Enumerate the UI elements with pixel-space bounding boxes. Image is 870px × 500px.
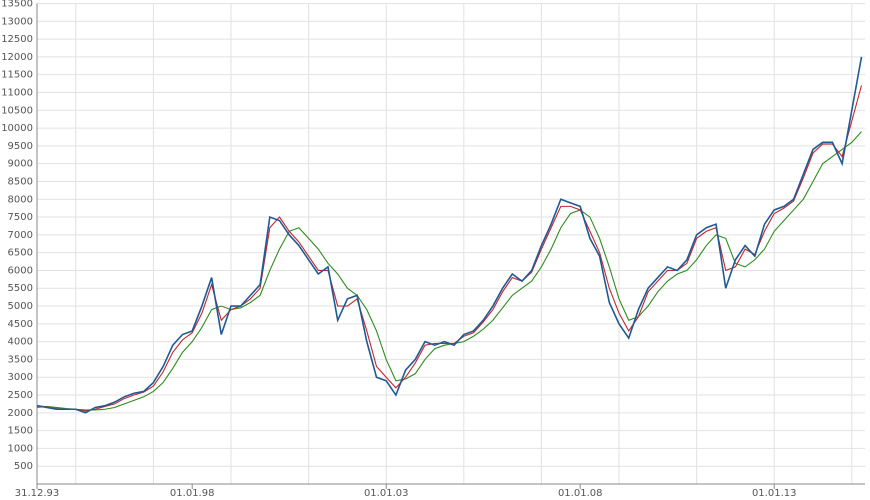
y-tick-label: 4000 [8, 337, 33, 348]
y-tick-label: 1000 [8, 443, 33, 454]
y-tick-label: 6500 [8, 248, 33, 259]
y-tick-label: 500 [14, 461, 33, 472]
y-tick-label: 2000 [8, 408, 33, 419]
y-tick-label: 10500 [1, 105, 33, 116]
y-tick-label: 12000 [1, 52, 33, 63]
y-tick-label: 5000 [8, 301, 33, 312]
y-tick-label: 4500 [8, 319, 33, 330]
y-tick-label: 2500 [8, 390, 33, 401]
y-tick-label: 10000 [1, 123, 33, 134]
series-line [36, 56, 863, 414]
y-tick-label: 9500 [8, 141, 33, 152]
y-tick-label: 12500 [1, 34, 33, 45]
y-tick-label: 3500 [8, 354, 33, 365]
series-line [36, 131, 862, 411]
x-tick-label: 01.01.98 [170, 488, 215, 499]
y-tick-label: 8000 [8, 194, 33, 205]
y-tick-label: 13500 [1, 0, 33, 10]
series-line [36, 85, 863, 412]
y-tick-label: 8500 [8, 176, 33, 187]
x-tick-label: 01.01.13 [752, 488, 797, 499]
y-tick-label: 6000 [8, 265, 33, 276]
y-tick-label: 7000 [8, 230, 33, 241]
y-tick-label: 11000 [1, 87, 33, 98]
y-tick-label: 9000 [8, 159, 33, 170]
y-tick-label: 1500 [8, 426, 33, 437]
y-tick-label: 5500 [8, 283, 33, 294]
x-tick-label: 31.12.93 [15, 488, 60, 499]
x-tick-label: 01.01.08 [558, 488, 603, 499]
y-tick-label: 11500 [1, 70, 33, 81]
x-tick-label: 01.01.03 [364, 488, 409, 499]
y-tick-label: 7500 [8, 212, 33, 223]
y-tick-label: 13000 [1, 16, 33, 27]
y-tick-label: 3000 [8, 372, 33, 383]
